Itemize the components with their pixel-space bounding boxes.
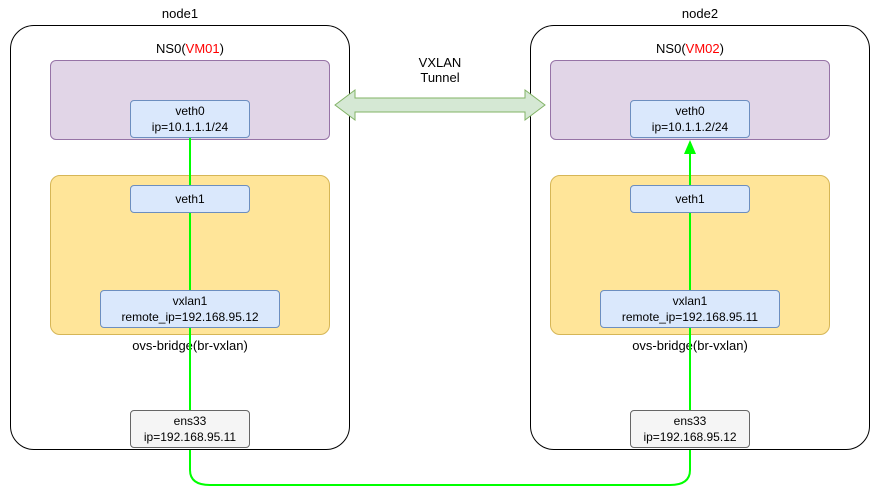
vxlan-tunnel-label: VXLAN Tunnel [405, 55, 475, 85]
node1-veth0-name: veth0 [131, 104, 249, 120]
node1-ns-title: NS0(VM01) [51, 41, 329, 56]
vxlan-tunnel-arrow [335, 90, 545, 120]
node2-vxlan1-name: vxlan1 [601, 294, 779, 310]
node1-veth1: veth1 [130, 185, 250, 213]
node1-ens33: ens33 ip=192.168.95.11 [130, 410, 250, 448]
node1-vxlan1-remote: remote_ip=192.168.95.12 [101, 310, 279, 326]
node1-vxlan1-name: vxlan1 [101, 294, 279, 310]
node2-ens33: ens33 ip=192.168.95.12 [630, 410, 750, 448]
node2-ens33-name: ens33 [631, 414, 749, 430]
node2-veth1-name: veth1 [631, 192, 749, 208]
node1-veth1-name: veth1 [131, 192, 249, 208]
node1-title: node1 [11, 6, 349, 21]
node1-ens33-ip: ip=192.168.95.11 [131, 430, 249, 446]
node1-veth0: veth0 ip=10.1.1.1/24 [130, 100, 250, 138]
node2-vxlan1: vxlan1 remote_ip=192.168.95.11 [600, 290, 780, 328]
node2-veth0: veth0 ip=10.1.1.2/24 [630, 100, 750, 138]
node2-veth0-ip: ip=10.1.1.2/24 [631, 120, 749, 136]
node1-bridge-caption: ovs-bridge(br-vxlan) [50, 338, 330, 353]
node2-vxlan1-remote: remote_ip=192.168.95.11 [601, 310, 779, 326]
node2-bridge-caption: ovs-bridge(br-vxlan) [550, 338, 830, 353]
node1-veth0-ip: ip=10.1.1.1/24 [131, 120, 249, 136]
node1-ens33-name: ens33 [131, 414, 249, 430]
node2-title: node2 [531, 6, 869, 21]
node2-ns-title: NS0(VM02) [551, 41, 829, 56]
node2-veth1: veth1 [630, 185, 750, 213]
node1-vxlan1: vxlan1 remote_ip=192.168.95.12 [100, 290, 280, 328]
node2-veth0-name: veth0 [631, 104, 749, 120]
node2-ens33-ip: ip=192.168.95.12 [631, 430, 749, 446]
